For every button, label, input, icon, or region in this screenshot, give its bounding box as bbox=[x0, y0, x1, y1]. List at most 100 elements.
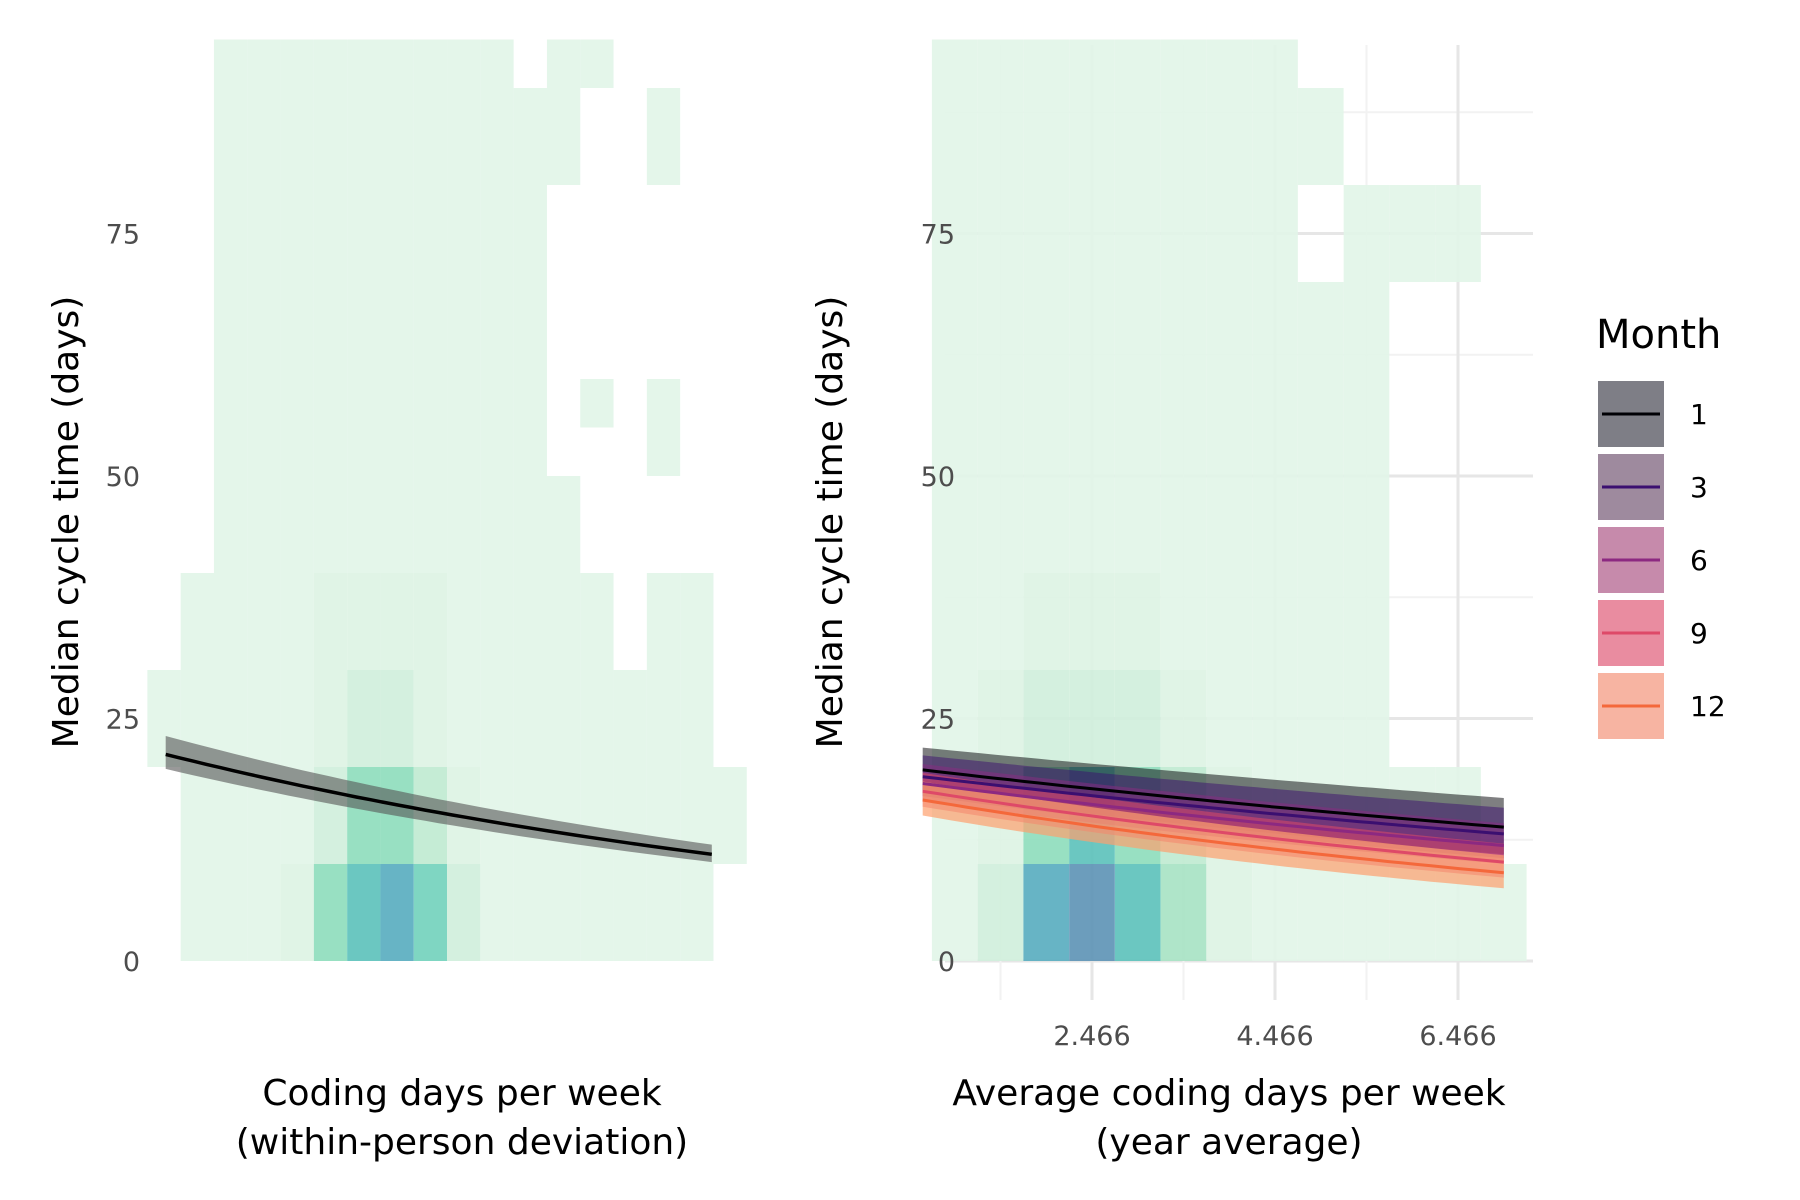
heatmap-cell bbox=[513, 88, 547, 767]
heatmap-cell bbox=[313, 670, 348, 767]
fit-line-month-12 bbox=[922, 798, 1504, 875]
heatmap-cell bbox=[447, 670, 481, 767]
heatmap-cell bbox=[680, 573, 714, 961]
heatmap-cell bbox=[480, 864, 514, 961]
heatmap-cell bbox=[1114, 573, 1161, 670]
y-tick-label: 25 bbox=[921, 705, 955, 736]
right-x-tick-labels: 2.466 4.466 6.466 bbox=[1053, 1021, 1496, 1052]
heatmap-cell bbox=[1160, 39, 1207, 670]
heatmap-cell bbox=[977, 670, 1024, 767]
heatmap-cell bbox=[213, 39, 248, 961]
heatmap-cell bbox=[546, 767, 581, 961]
heatmap-cell bbox=[1206, 39, 1253, 670]
heatmap-cell bbox=[1160, 670, 1207, 767]
right-x-axis-title-line2: (year average) bbox=[1095, 1122, 1362, 1163]
y-tick-label: 0 bbox=[938, 947, 955, 978]
heatmap-cell bbox=[1114, 864, 1161, 961]
heatmap-cell bbox=[447, 39, 481, 670]
legend-label-12: 12 bbox=[1690, 690, 1726, 723]
heatmap-cell bbox=[280, 670, 314, 767]
right-heatmap bbox=[931, 39, 1527, 961]
heatmap-cell bbox=[1206, 864, 1253, 961]
heatmap-cell bbox=[447, 864, 481, 961]
right-panel: 0 25 50 75 2.466 4.466 6.466 Median cycle tim… bbox=[810, 39, 1533, 1163]
heatmap-cell bbox=[513, 767, 547, 961]
heatmap-cell bbox=[931, 864, 978, 961]
heatmap-cell bbox=[280, 864, 314, 961]
heatmap-cell bbox=[1023, 864, 1070, 961]
heatmap-cell bbox=[247, 39, 281, 864]
heatmap-cell bbox=[546, 39, 581, 185]
heatmap-cell bbox=[1069, 573, 1115, 670]
heatmap-cell bbox=[413, 573, 448, 670]
heatmap-cell bbox=[1069, 864, 1115, 961]
heatmap-cell bbox=[977, 39, 1024, 670]
right-x-axis-title-line1: Average coding days per week bbox=[952, 1073, 1505, 1114]
confidence-band bbox=[165, 736, 712, 863]
left-heatmap bbox=[147, 39, 747, 961]
heatmap-cell bbox=[247, 864, 281, 961]
heatmap-cell bbox=[646, 88, 681, 185]
y-tick-label: 75 bbox=[106, 220, 140, 251]
heatmap-cell bbox=[1114, 670, 1161, 767]
x-tick-label: 4.466 bbox=[1236, 1021, 1313, 1052]
heatmap-cell bbox=[380, 864, 414, 961]
y-tick-label: 25 bbox=[106, 705, 140, 736]
fit-line-month-1 bbox=[922, 768, 1504, 829]
heatmap-cell bbox=[1114, 39, 1161, 573]
heatmap-cell bbox=[1023, 39, 1070, 573]
heatmap-cell bbox=[380, 39, 414, 573]
fit-line-month-6 bbox=[922, 782, 1504, 848]
legend-label-9: 9 bbox=[1690, 617, 1708, 650]
heatmap-cell bbox=[313, 864, 348, 961]
heatmap-cell bbox=[1252, 864, 1298, 961]
heatmap-cell bbox=[280, 39, 314, 670]
left-y-axis-title: Median cycle time (days) bbox=[46, 296, 87, 749]
y-tick-label: 50 bbox=[921, 462, 955, 493]
heatmap-cell bbox=[1343, 185, 1390, 282]
heatmap-cell bbox=[347, 864, 381, 961]
heatmap-cell bbox=[546, 476, 581, 767]
heatmap-cell bbox=[380, 573, 414, 670]
heatmap-cell bbox=[413, 864, 448, 961]
heatmap-cell bbox=[480, 670, 514, 767]
heatmap-cell bbox=[580, 379, 614, 428]
heatmap-cell bbox=[413, 39, 448, 573]
y-tick-label: 75 bbox=[921, 220, 955, 251]
heatmap-cell bbox=[931, 39, 978, 670]
heatmap-cell bbox=[1069, 670, 1115, 767]
legend-label-6: 6 bbox=[1690, 544, 1708, 577]
heatmap-cell bbox=[713, 767, 747, 864]
legend-keys: 1 3 6 9 12 bbox=[1598, 381, 1726, 739]
heatmap-cell bbox=[646, 573, 681, 961]
left-y-tick-labels: 0 25 50 75 bbox=[106, 220, 140, 979]
heatmap-cell bbox=[646, 379, 681, 476]
y-tick-label: 0 bbox=[123, 947, 140, 978]
heatmap-cell bbox=[1069, 39, 1115, 573]
left-panel: 0 25 50 75 Median cycle time (days) Coding … bbox=[46, 39, 747, 1163]
legend-title: Month bbox=[1596, 312, 1721, 358]
heatmap-cell bbox=[580, 573, 614, 961]
right-y-tick-labels: 0 25 50 75 bbox=[921, 220, 955, 979]
heatmap-cell bbox=[347, 573, 381, 670]
heatmap-cell bbox=[1297, 88, 1344, 185]
x-tick-label: 2.466 bbox=[1053, 1021, 1130, 1052]
left-fit-curve bbox=[165, 736, 713, 863]
left-x-axis-title-line1: Coding days per week bbox=[262, 1073, 662, 1114]
left-x-axis-title-line2: (within-person deviation) bbox=[236, 1122, 688, 1163]
right-fit-curves bbox=[922, 747, 1504, 889]
legend: Month 1 3 6 9 12 bbox=[1596, 312, 1726, 739]
heatmap-cell bbox=[313, 39, 348, 573]
confidence-band-month-12 bbox=[922, 781, 1504, 889]
heatmap-cell bbox=[1023, 573, 1070, 670]
heatmap-cell bbox=[1206, 670, 1253, 767]
heatmap-cell bbox=[313, 573, 348, 670]
heatmap-cell bbox=[1023, 670, 1070, 767]
heatmap-cell bbox=[380, 670, 414, 767]
x-tick-label: 6.466 bbox=[1419, 1021, 1496, 1052]
fit-line-month-9 bbox=[922, 789, 1504, 864]
fit-line-month-3 bbox=[922, 775, 1504, 836]
heatmap-cell bbox=[347, 670, 381, 767]
right-y-axis-title: Median cycle time (days) bbox=[810, 296, 851, 749]
